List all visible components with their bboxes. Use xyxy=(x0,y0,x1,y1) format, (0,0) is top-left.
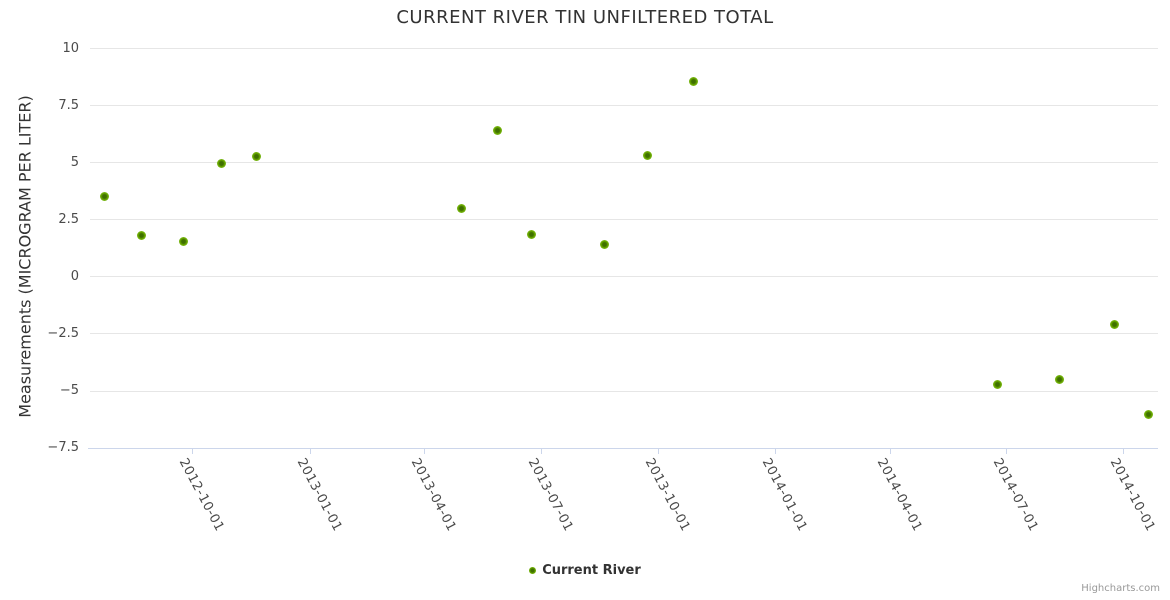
x-tick-label: 2012-10-01 xyxy=(176,455,228,534)
x-tick-label: 2013-07-01 xyxy=(524,455,576,534)
data-point[interactable] xyxy=(1144,409,1154,419)
data-point[interactable] xyxy=(992,380,1002,390)
y-gridline xyxy=(90,276,1158,278)
data-point[interactable] xyxy=(99,192,109,202)
x-tick-mark xyxy=(540,448,542,454)
x-axis-line xyxy=(88,447,1158,449)
x-tick-mark xyxy=(889,448,891,454)
x-tick-mark xyxy=(1006,448,1007,454)
x-tick-mark xyxy=(657,448,659,454)
x-tick-mark xyxy=(192,448,194,454)
data-point[interactable] xyxy=(136,230,146,240)
y-tick-label: 10 xyxy=(62,40,79,56)
data-point[interactable] xyxy=(217,159,227,168)
legend-item-current-river[interactable]: Current River xyxy=(529,563,641,578)
data-point[interactable] xyxy=(1109,319,1119,329)
legend-label: Current River xyxy=(542,563,641,578)
x-tick-label: 2013-01-01 xyxy=(293,455,345,534)
data-point[interactable] xyxy=(527,229,536,239)
x-tick-label: 2013-04-01 xyxy=(408,455,460,534)
data-point[interactable] xyxy=(178,236,188,246)
x-tick-mark xyxy=(424,448,426,454)
highcharts-credits-link[interactable]: Highcharts.com xyxy=(1081,583,1160,594)
x-tick-label: 2013-10-01 xyxy=(641,455,693,534)
x-tick-label: 2014-01-01 xyxy=(758,455,810,534)
x-tick-label: 2014-07-01 xyxy=(989,455,1041,534)
y-gridline xyxy=(90,219,1158,221)
data-point[interactable] xyxy=(643,151,653,160)
x-tick-mark xyxy=(309,448,311,454)
data-point[interactable] xyxy=(689,76,698,86)
y-tick-label: 5 xyxy=(70,154,79,170)
legend-marker-icon xyxy=(529,567,537,574)
y-tick-label: −2.5 xyxy=(47,325,79,341)
x-tick-mark xyxy=(775,448,777,454)
x-tick-mark xyxy=(1123,448,1125,454)
y-tick-label: −5 xyxy=(59,383,79,398)
data-point[interactable] xyxy=(599,240,609,249)
data-point[interactable] xyxy=(492,125,502,135)
x-tick-label: 2014-10-01 xyxy=(1107,455,1159,534)
data-point[interactable] xyxy=(251,152,261,162)
data-point[interactable] xyxy=(456,203,466,213)
y-gridline xyxy=(90,333,1158,335)
y-tick-label: −7.5 xyxy=(47,440,79,455)
legend: Current River xyxy=(0,563,1170,578)
y-gridline xyxy=(90,162,1158,164)
y-tick-label: 7.5 xyxy=(58,97,79,113)
y-gridline xyxy=(90,390,1158,392)
y-gridline xyxy=(90,48,1158,50)
y-tick-label: 2.5 xyxy=(58,211,79,227)
x-tick-label: 2014-04-01 xyxy=(873,455,925,534)
data-point[interactable] xyxy=(1055,374,1064,384)
y-gridline xyxy=(90,105,1158,107)
chart-title: CURRENT RIVER TIN UNFILTERED TOTAL xyxy=(396,7,774,28)
y-tick-label: 0 xyxy=(70,268,79,284)
